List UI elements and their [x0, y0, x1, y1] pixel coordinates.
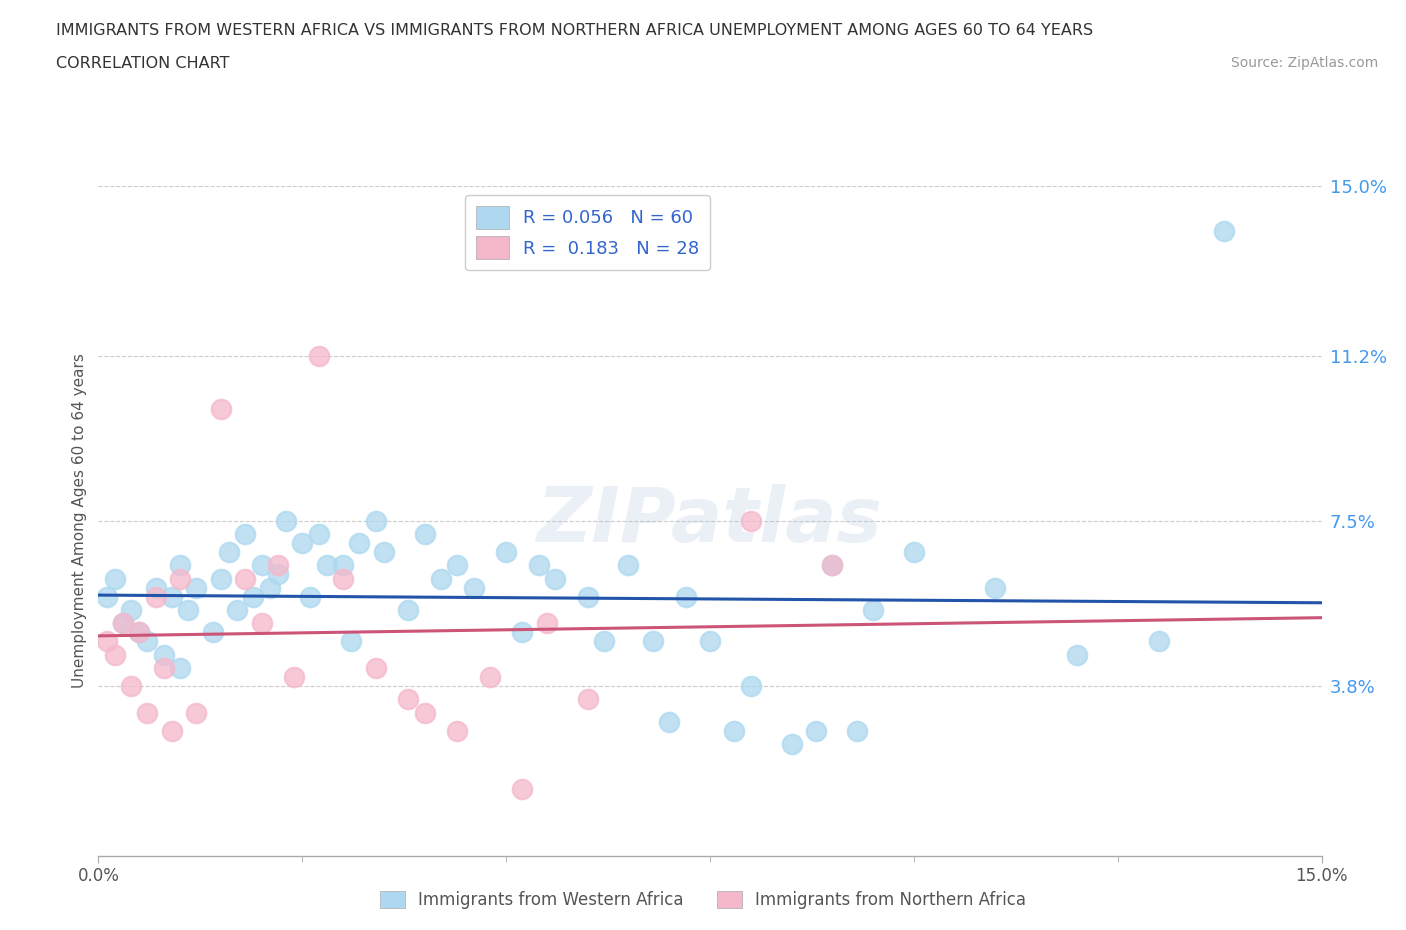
Point	[862, 603, 884, 618]
Point	[169, 660, 191, 675]
Text: Source: ZipAtlas.com: Source: ZipAtlas.com	[1230, 56, 1378, 70]
Point	[740, 679, 762, 694]
Point	[242, 590, 264, 604]
Point	[430, 571, 453, 586]
Point	[478, 670, 501, 684]
Point	[145, 580, 167, 595]
Point	[315, 558, 337, 573]
Point	[340, 634, 363, 649]
Point	[250, 558, 273, 573]
Point	[308, 526, 330, 541]
Point	[641, 634, 664, 649]
Point	[299, 590, 322, 604]
Point	[780, 737, 803, 751]
Y-axis label: Unemployment Among Ages 60 to 64 years: Unemployment Among Ages 60 to 64 years	[72, 353, 87, 688]
Point	[699, 634, 721, 649]
Point	[675, 590, 697, 604]
Point	[120, 679, 142, 694]
Point	[96, 634, 118, 649]
Point	[1212, 223, 1234, 238]
Point	[821, 558, 844, 573]
Point	[160, 590, 183, 604]
Point	[128, 625, 150, 640]
Point	[250, 616, 273, 631]
Text: CORRELATION CHART: CORRELATION CHART	[56, 56, 229, 71]
Point	[527, 558, 550, 573]
Point	[218, 545, 240, 560]
Point	[845, 724, 868, 738]
Point	[536, 616, 558, 631]
Point	[593, 634, 616, 649]
Point	[145, 590, 167, 604]
Point	[120, 603, 142, 618]
Point	[903, 545, 925, 560]
Point	[463, 580, 485, 595]
Point	[209, 402, 232, 417]
Point	[308, 348, 330, 363]
Point	[544, 571, 567, 586]
Point	[1147, 634, 1170, 649]
Point	[1066, 647, 1088, 662]
Point	[446, 724, 468, 738]
Point	[136, 705, 159, 720]
Point	[413, 705, 436, 720]
Point	[104, 647, 127, 662]
Point	[111, 616, 134, 631]
Point	[512, 781, 534, 796]
Point	[128, 625, 150, 640]
Point	[576, 590, 599, 604]
Point	[169, 558, 191, 573]
Point	[740, 513, 762, 528]
Point	[283, 670, 305, 684]
Legend: R = 0.056   N = 60, R =  0.183   N = 28: R = 0.056 N = 60, R = 0.183 N = 28	[465, 195, 710, 271]
Point	[658, 714, 681, 729]
Point	[364, 513, 387, 528]
Point	[177, 603, 200, 618]
Point	[413, 526, 436, 541]
Point	[723, 724, 745, 738]
Point	[617, 558, 640, 573]
Point	[373, 545, 395, 560]
Point	[111, 616, 134, 631]
Legend: Immigrants from Western Africa, Immigrants from Northern Africa: Immigrants from Western Africa, Immigran…	[371, 883, 1035, 917]
Point	[201, 625, 224, 640]
Point	[274, 513, 297, 528]
Point	[332, 571, 354, 586]
Point	[96, 590, 118, 604]
Point	[209, 571, 232, 586]
Point	[259, 580, 281, 595]
Point	[104, 571, 127, 586]
Text: ZIPatlas: ZIPatlas	[537, 484, 883, 558]
Point	[152, 660, 174, 675]
Point	[364, 660, 387, 675]
Point	[512, 625, 534, 640]
Point	[332, 558, 354, 573]
Point	[267, 558, 290, 573]
Point	[226, 603, 249, 618]
Text: IMMIGRANTS FROM WESTERN AFRICA VS IMMIGRANTS FROM NORTHERN AFRICA UNEMPLOYMENT A: IMMIGRANTS FROM WESTERN AFRICA VS IMMIGR…	[56, 23, 1094, 38]
Point	[136, 634, 159, 649]
Point	[396, 692, 419, 707]
Point	[821, 558, 844, 573]
Point	[186, 580, 208, 595]
Point	[349, 536, 371, 551]
Point	[576, 692, 599, 707]
Point	[267, 567, 290, 582]
Point	[495, 545, 517, 560]
Point	[233, 571, 256, 586]
Point	[804, 724, 827, 738]
Point	[160, 724, 183, 738]
Point	[152, 647, 174, 662]
Point	[984, 580, 1007, 595]
Point	[446, 558, 468, 573]
Point	[396, 603, 419, 618]
Point	[186, 705, 208, 720]
Point	[291, 536, 314, 551]
Point	[233, 526, 256, 541]
Point	[169, 571, 191, 586]
